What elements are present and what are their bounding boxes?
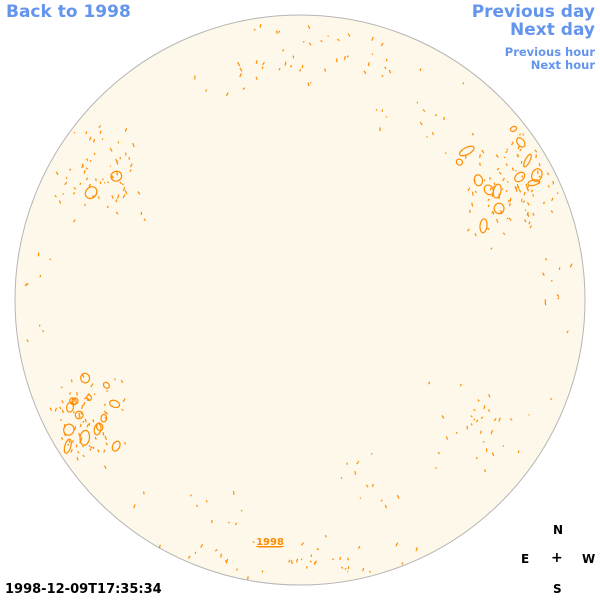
compass-east: E [521,552,530,566]
previous-hour-link[interactable]: Previous hour [504,45,595,59]
year-link[interactable]: 1998 [256,537,284,548]
compass-north: N [553,523,564,537]
back-to-year-link[interactable]: Back to 1998 [6,2,131,22]
compass-south: S [553,582,562,596]
compass-center: + [551,550,563,566]
observation-timestamp: 1998-12-09T17:35:34 [5,582,162,597]
previous-day-link[interactable]: Previous day [471,2,595,22]
solar-disk [14,14,586,586]
magnetic-contours [24,24,573,580]
year-link-label[interactable]: 1998 [256,537,284,548]
compass-west: W [582,552,596,566]
next-hour-link[interactable]: Next hour [530,58,595,72]
next-day-link[interactable]: Next day [510,20,595,40]
